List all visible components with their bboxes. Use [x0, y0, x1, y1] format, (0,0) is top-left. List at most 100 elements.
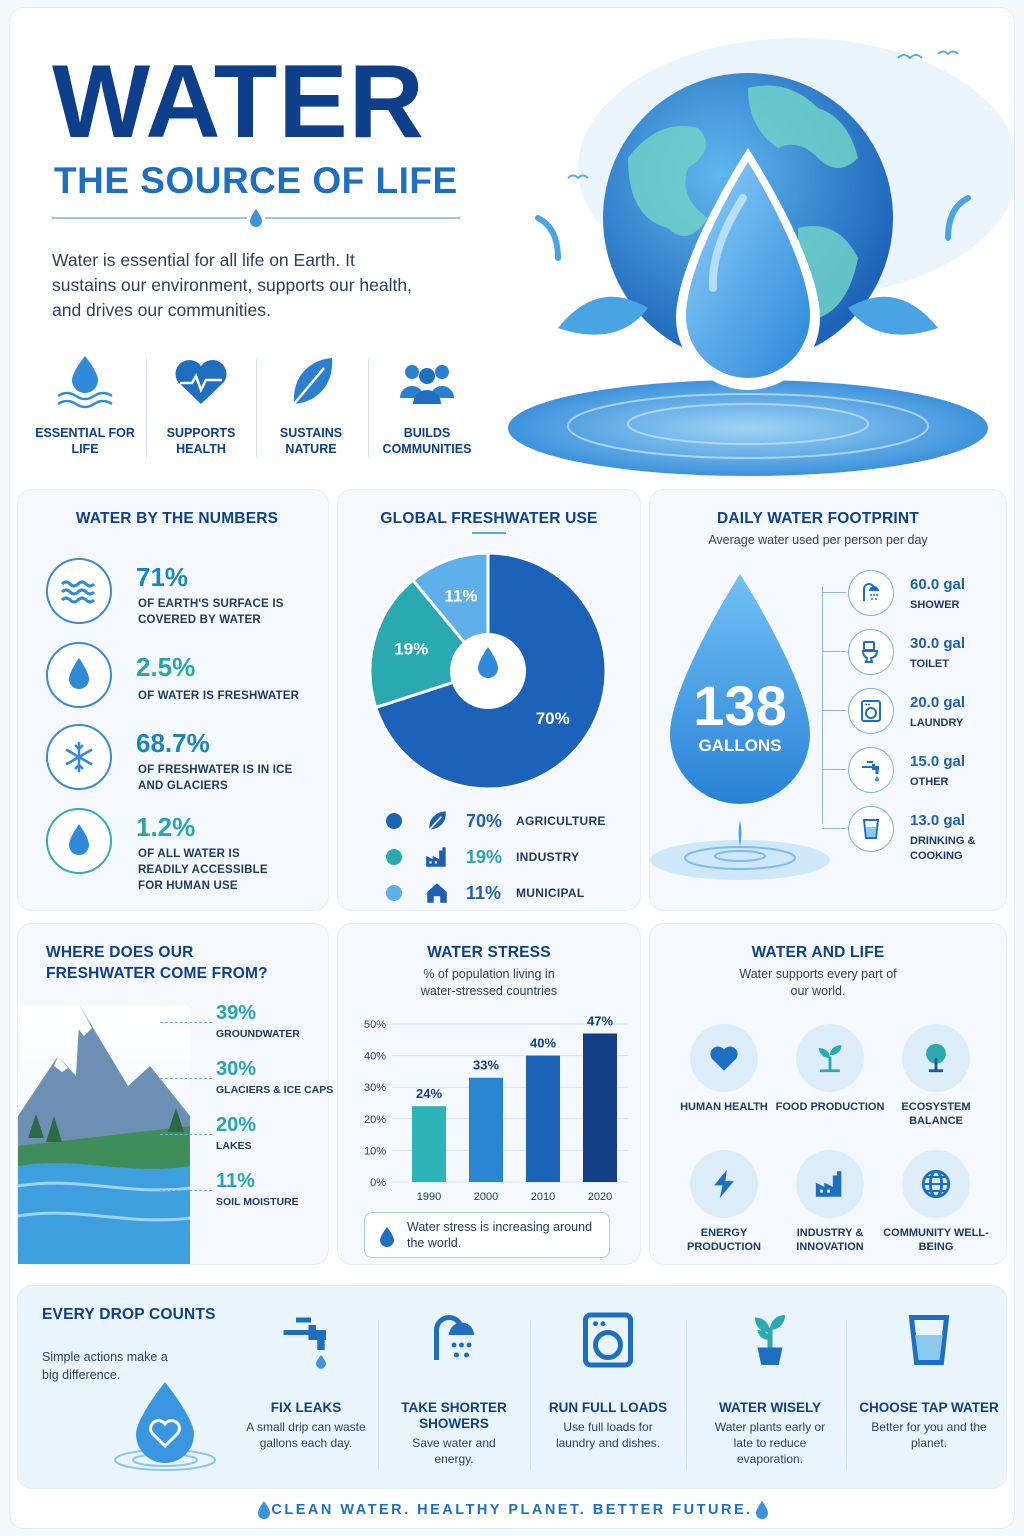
footprint-total-value: 138 — [693, 674, 787, 737]
tip-desc: Use full loads for laundry and dishes. — [555, 1420, 661, 1450]
freshwater-use-title: GLOBAL FRESHWATER USE — [380, 510, 598, 527]
feature-label: SUPPORTS HEALTH — [166, 426, 236, 456]
bar-2000 — [469, 1077, 503, 1182]
divider — [256, 358, 257, 458]
footprint-value: 60.0 gal — [910, 576, 966, 593]
stress-note: Water stress is increasing around the wo… — [407, 1220, 593, 1250]
freshwater-pie-chart: 70% 19% 11% — [368, 551, 608, 791]
legend-swatch — [386, 813, 402, 829]
page-subtitle: THE SOURCE OF LIFE — [54, 160, 458, 201]
divider — [368, 358, 369, 458]
factory-icon — [424, 844, 450, 870]
life-subtitle: Water supports every part of our world. — [739, 967, 897, 998]
water-drop-icon — [46, 642, 112, 708]
globe-icon — [902, 1150, 970, 1218]
leader-line — [160, 1022, 212, 1023]
globe-illustration — [498, 28, 1014, 478]
leaf-icon — [424, 808, 450, 834]
tip-desc: Save water and energy. — [412, 1436, 496, 1466]
leader-line — [160, 1134, 212, 1135]
sources-title: WHERE DOES OUR FRESHWATER COME FROM? — [46, 944, 268, 982]
footprint-label: TOILET — [910, 658, 949, 670]
leader-line — [160, 1078, 212, 1079]
divider — [146, 358, 147, 458]
glass-icon — [899, 1310, 959, 1370]
footprint-total-unit: GALLONS — [698, 736, 782, 755]
factory-icon — [796, 1150, 864, 1218]
source-label: LAKES — [216, 1140, 252, 1152]
feature-health: SUPPORTS HEALTH — [146, 352, 256, 457]
house-icon — [424, 880, 450, 906]
intro-text: Water is essential for all life on Earth… — [52, 250, 412, 320]
water-drop-icon — [380, 1227, 394, 1247]
faucet-icon — [276, 1310, 336, 1370]
leader-line — [160, 1190, 212, 1191]
footer-tagline: CLEAN WATER. HEALTHY PLANET. BETTER FUTU… — [271, 1502, 753, 1518]
footprint-label: LAUNDRY — [910, 717, 964, 729]
glass-icon — [848, 806, 894, 852]
legend-pct: 70% — [466, 810, 503, 831]
stat-label: OF EARTH'S SURFACE IS COVERED BY WATER — [138, 598, 284, 626]
bar-value-label: 33% — [473, 1058, 499, 1073]
bracket-tick — [822, 592, 846, 593]
stress-note-box: Water stress is increasing around the wo… — [364, 1212, 610, 1258]
footprint-value: 13.0 gal — [910, 812, 966, 829]
bar-value-label: 40% — [530, 1036, 556, 1051]
bracket-tick — [822, 710, 846, 711]
footprint-drop-illustration — [650, 574, 830, 880]
potted-plant-icon — [740, 1310, 800, 1370]
stat-value: 2.5% — [136, 652, 196, 682]
bar-value-label: 47% — [587, 1013, 613, 1028]
water-drop-icon — [756, 1501, 768, 1519]
bracket-tick — [822, 769, 846, 770]
legend-label: INDUSTRY — [516, 850, 580, 864]
legend-pct: 19% — [466, 846, 503, 867]
source-pct: 11% — [216, 1170, 255, 1192]
waves-icon — [46, 558, 112, 624]
lightning-icon — [690, 1150, 758, 1218]
shower-icon — [424, 1310, 484, 1370]
feature-label: SUSTAINS NATURE — [279, 426, 343, 456]
pie-value-label: 11% — [444, 587, 477, 606]
pie-legend: 70% AGRICULTURE 19% INDUSTRY 11% MUNICIPAL — [382, 803, 632, 911]
heart-icon — [690, 1024, 758, 1092]
divider — [378, 1320, 379, 1470]
footprint-value: 15.0 gal — [910, 753, 966, 770]
tips-title: EVERY DROP COUNTS — [42, 1306, 216, 1323]
divider — [686, 1320, 687, 1470]
legend-label: MUNICIPAL — [516, 886, 585, 900]
divider — [530, 1320, 531, 1470]
footprint-value: 20.0 gal — [910, 694, 966, 711]
x-tick-label: 2010 — [531, 1191, 555, 1203]
heart-drop-icon — [114, 1382, 216, 1471]
tip-4: WATER WISELY Water plants early or late t… — [700, 1400, 840, 1467]
tip-title: RUN FULL LOADS — [548, 1400, 668, 1415]
tips-subtitle: Simple actions make a big difference. — [42, 1350, 168, 1382]
pie-value-label: 19% — [394, 640, 428, 659]
life-label: COMMUNITY WELL-BEING — [883, 1227, 989, 1253]
water-drop-icon — [46, 808, 112, 874]
water-drop-waves-icon — [30, 352, 140, 417]
bar-value-label: 24% — [416, 1086, 442, 1101]
stat-label: OF ALL WATER IS READILY ACCESSIBLE FOR H… — [138, 848, 268, 892]
y-tick-label: 20% — [364, 1114, 386, 1126]
people-icon — [372, 352, 482, 417]
water-drop-icon — [478, 647, 498, 678]
y-tick-label: 0% — [370, 1177, 386, 1189]
y-tick-label: 10% — [364, 1145, 386, 1157]
footprint-bracket — [822, 586, 823, 824]
x-tick-label: 2000 — [474, 1191, 498, 1203]
tip-desc: A small drip can waste gallons each day. — [246, 1420, 366, 1450]
tip-3: RUN FULL LOADS Use full loads for laundry… — [538, 1400, 678, 1451]
title-underline — [472, 532, 506, 534]
source-pct: 39% — [216, 1002, 257, 1024]
bracket-tick — [822, 828, 846, 829]
y-tick-label: 50% — [364, 1019, 386, 1031]
stress-subtitle: % of population living in water-stressed… — [420, 967, 558, 998]
feature-label: BUILDS COMMUNITIES — [382, 426, 472, 456]
leaf-icon — [256, 352, 366, 417]
source-label: GLACIERS & ICE CAPS — [216, 1084, 334, 1096]
pie-value-label: 70% — [536, 709, 570, 728]
tip-desc: Water plants early or late to reduce eva… — [714, 1420, 826, 1466]
faucet-icon — [848, 747, 894, 793]
